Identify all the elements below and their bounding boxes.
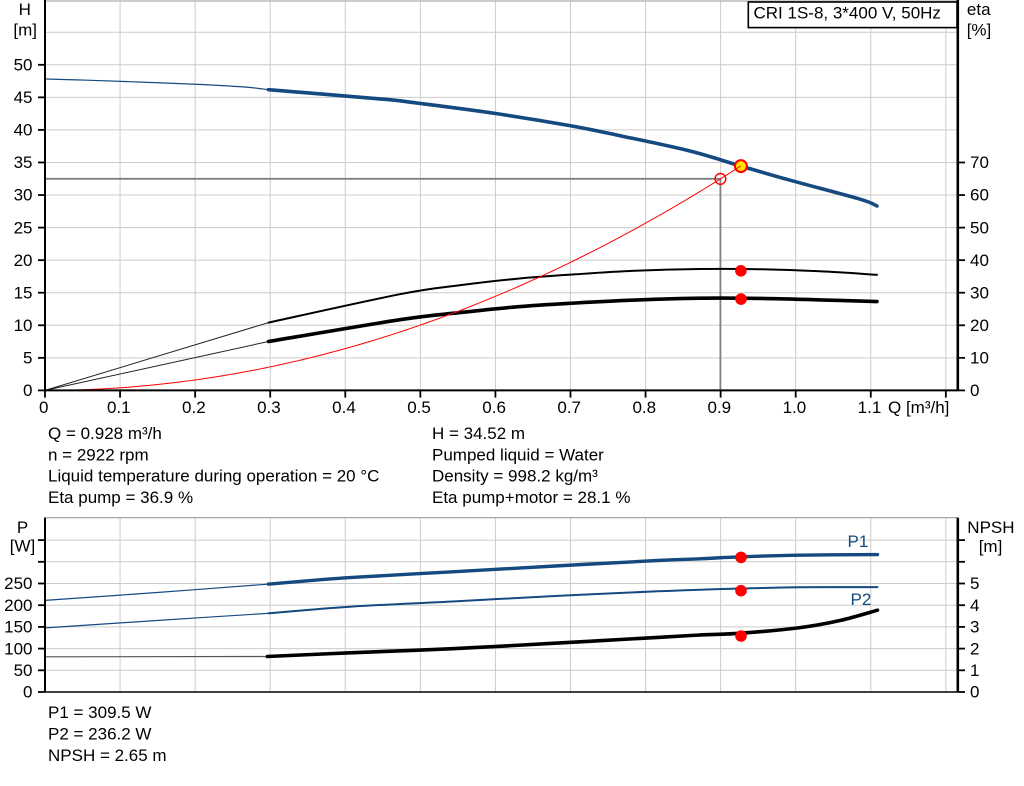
svg-text:30: 30 [14,186,33,205]
svg-text:Liquid temperature during oper: Liquid temperature during operation = 20… [48,467,379,486]
svg-text:eta: eta [967,0,991,19]
svg-text:P1: P1 [848,532,869,551]
svg-text:20: 20 [14,251,33,270]
svg-text:P2: P2 [851,590,872,609]
svg-text:0.1: 0.1 [107,398,131,417]
svg-text:100: 100 [4,639,32,658]
svg-text:2: 2 [970,639,979,658]
svg-text:10: 10 [970,349,989,368]
svg-text:0: 0 [970,381,979,400]
svg-text:Eta pump = 36.9 %: Eta pump = 36.9 % [48,488,193,507]
svg-text:4: 4 [970,596,979,615]
svg-text:15: 15 [14,283,33,302]
svg-text:50: 50 [970,218,989,237]
svg-text:0.5: 0.5 [407,398,431,417]
svg-text:[%]: [%] [967,20,992,39]
svg-text:Q = 0.928 m³/h: Q = 0.928 m³/h [48,424,162,443]
svg-text:P2 = 236.2 W: P2 = 236.2 W [48,725,151,744]
svg-text:1: 1 [970,661,979,680]
svg-text:Density = 998.2 kg/m³: Density = 998.2 kg/m³ [432,467,598,486]
svg-text:40: 40 [970,251,989,270]
svg-text:50: 50 [14,661,33,680]
svg-text:45: 45 [14,88,33,107]
svg-text:0.4: 0.4 [332,398,356,417]
svg-text:P1 = 309.5 W: P1 = 309.5 W [48,703,151,722]
svg-text:0: 0 [23,683,32,702]
svg-text:[W]: [W] [10,537,36,556]
svg-text:0: 0 [39,398,48,417]
svg-text:70: 70 [970,153,989,172]
svg-text:[m]: [m] [979,537,1003,556]
svg-text:40: 40 [14,121,33,140]
svg-text:NPSH: NPSH [967,518,1014,537]
svg-text:5: 5 [970,574,979,593]
svg-text:0.3: 0.3 [257,398,281,417]
svg-text:CRI 1S-8, 3*400 V, 50Hz: CRI 1S-8, 3*400 V, 50Hz [754,4,941,23]
svg-text:35: 35 [14,153,33,172]
svg-text:Eta pump+motor = 28.1 %: Eta pump+motor = 28.1 % [432,488,630,507]
svg-text:25: 25 [14,218,33,237]
svg-text:0: 0 [970,683,979,702]
svg-text:1.1: 1.1 [858,398,882,417]
svg-text:250: 250 [4,574,32,593]
svg-text:200: 200 [4,596,32,615]
svg-text:[m]: [m] [13,20,37,39]
svg-text:0.9: 0.9 [708,398,732,417]
svg-text:5: 5 [23,349,32,368]
svg-text:150: 150 [4,618,32,637]
svg-text:20: 20 [970,316,989,335]
svg-text:0.6: 0.6 [482,398,506,417]
svg-text:Q [m³/h]: Q [m³/h] [888,398,949,417]
svg-text:H = 34.52 m: H = 34.52 m [432,424,525,443]
svg-text:Pumped liquid = Water: Pumped liquid = Water [432,445,604,464]
svg-text:1.0: 1.0 [783,398,807,417]
svg-text:60: 60 [970,186,989,205]
svg-text:30: 30 [970,283,989,302]
svg-text:NPSH = 2.65 m: NPSH = 2.65 m [48,746,167,765]
svg-text:0: 0 [23,381,32,400]
svg-text:P: P [17,518,28,537]
svg-text:H: H [19,0,31,19]
svg-text:n = 2922 rpm: n = 2922 rpm [48,445,149,464]
svg-text:3: 3 [970,618,979,637]
svg-text:50: 50 [14,56,33,75]
svg-text:0.2: 0.2 [182,398,206,417]
svg-text:0.7: 0.7 [557,398,581,417]
svg-text:10: 10 [14,316,33,335]
svg-text:0.8: 0.8 [632,398,656,417]
